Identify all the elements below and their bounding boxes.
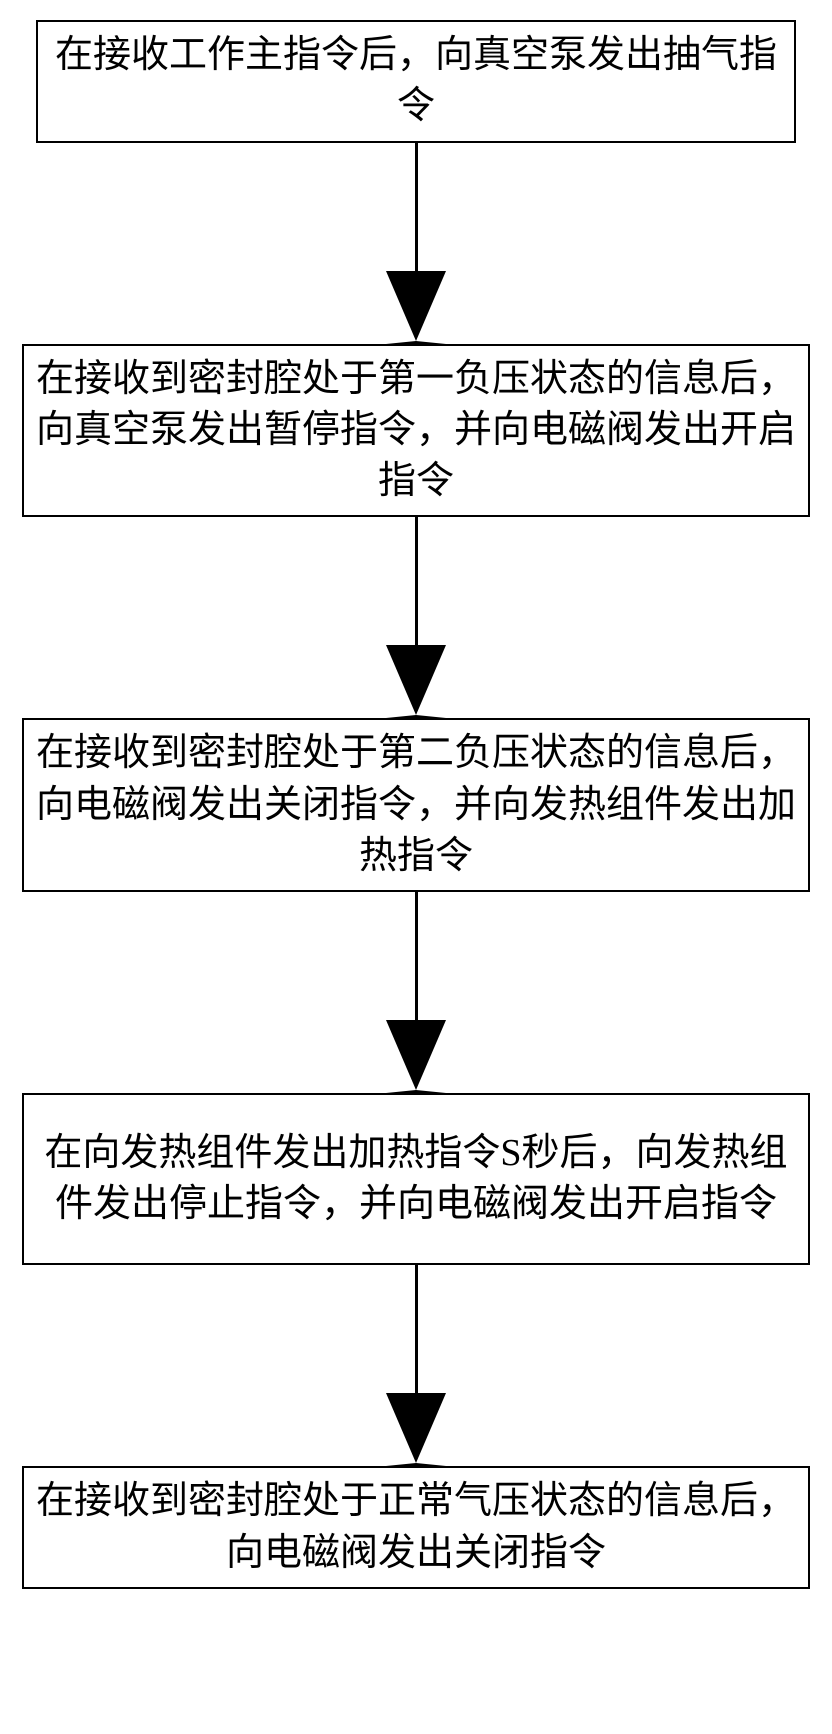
arrow-head-icon	[386, 1393, 446, 1466]
flowchart-node-5: 在接收到密封腔处于正常气压状态的信息后，向电磁阀发出关闭指令	[22, 1466, 810, 1589]
node-text: 在接收到密封腔处于第一负压状态的信息后，向真空泵发出暂停指令，并向电磁阀发出开启…	[36, 354, 796, 508]
arrow-head-icon	[386, 645, 446, 718]
arrow-line	[415, 517, 418, 647]
arrow-head-icon	[386, 1020, 446, 1093]
node-text: 在接收到密封腔处于正常气压状态的信息后，向电磁阀发出关闭指令	[36, 1476, 796, 1579]
arrow-line	[415, 892, 418, 1022]
flowchart-arrow-4	[386, 1265, 446, 1466]
flowchart-node-1: 在接收工作主指令后，向真空泵发出抽气指令	[36, 20, 796, 143]
flowchart-arrow-1	[386, 143, 446, 344]
arrow-line	[415, 143, 418, 273]
flowchart-arrow-3	[386, 892, 446, 1093]
node-text: 在向发热组件发出加热指令S秒后，向发热组件发出停止指令，并向电磁阀发出开启指令	[36, 1128, 796, 1231]
arrow-head-icon	[386, 271, 446, 344]
flowchart-node-3: 在接收到密封腔处于第二负压状态的信息后，向电磁阀发出关闭指令，并向发热组件发出加…	[22, 718, 810, 892]
flowchart-container: 在接收工作主指令后，向真空泵发出抽气指令 在接收到密封腔处于第一负压状态的信息后…	[0, 0, 832, 1589]
arrow-line	[415, 1265, 418, 1395]
flowchart-node-2: 在接收到密封腔处于第一负压状态的信息后，向真空泵发出暂停指令，并向电磁阀发出开启…	[22, 344, 810, 518]
node-text: 在接收工作主指令后，向真空泵发出抽气指令	[50, 30, 782, 133]
flowchart-arrow-2	[386, 517, 446, 718]
node-text: 在接收到密封腔处于第二负压状态的信息后，向电磁阀发出关闭指令，并向发热组件发出加…	[36, 728, 796, 882]
flowchart-node-4: 在向发热组件发出加热指令S秒后，向发热组件发出停止指令，并向电磁阀发出开启指令	[22, 1093, 810, 1265]
